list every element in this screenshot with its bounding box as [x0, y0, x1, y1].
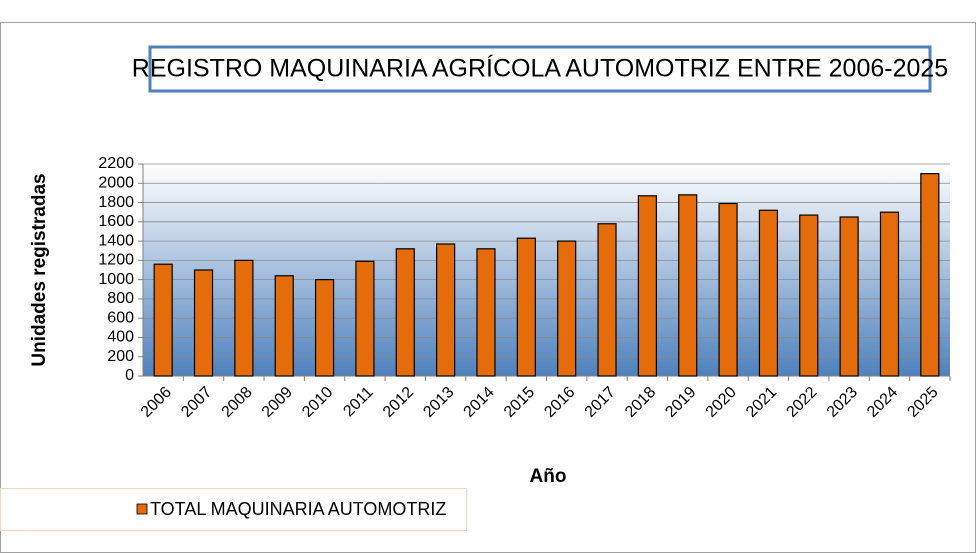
x-tick-label: 2016	[541, 384, 578, 421]
y-tick-label: 400	[107, 329, 134, 346]
bar	[718, 202, 738, 377]
x-tick-label: 2018	[622, 384, 659, 421]
y-tick-label: 0	[125, 367, 134, 384]
x-tick-label: 2008	[218, 384, 255, 421]
bar	[314, 279, 335, 377]
x-tick-label: 2021	[743, 384, 780, 421]
bar	[758, 209, 779, 377]
x-tick-label: 2012	[380, 384, 417, 421]
bar	[476, 248, 496, 377]
y-axis-title: Unidades registradas	[29, 173, 50, 366]
x-tick-label: 2020	[703, 384, 740, 421]
y-tick-label: 1800	[98, 194, 134, 211]
x-tick-label: 2013	[420, 384, 457, 421]
bar	[274, 275, 294, 377]
plot-area	[143, 164, 950, 376]
y-tick-label: 2200	[98, 155, 134, 172]
bar	[597, 223, 617, 377]
legend-box	[0, 488, 467, 531]
x-tick-label: 2011	[340, 384, 376, 420]
legend-swatch	[136, 503, 148, 515]
bar	[516, 237, 536, 377]
bar	[879, 211, 900, 377]
x-tick-label: 2014	[461, 384, 498, 421]
x-tick-label: 2024	[864, 384, 901, 421]
bar	[920, 173, 940, 377]
x-tick-label: 2015	[501, 384, 538, 421]
y-tick-label: 2000	[98, 174, 134, 191]
x-axis-title: Año	[530, 466, 567, 487]
x-tick-label: 2023	[824, 384, 861, 421]
x-tick-label: 2019	[662, 384, 699, 421]
x-tick-label: 2009	[259, 384, 296, 421]
x-tick-label: 2017	[582, 384, 619, 421]
x-tick-label: 2010	[299, 384, 336, 421]
bar	[395, 248, 415, 377]
x-tick-label: 2025	[904, 384, 941, 421]
y-tick-label: 1600	[98, 213, 134, 230]
y-tick-label: 1000	[98, 271, 134, 288]
bar	[193, 269, 214, 377]
chart-title: REGISTRO MAQUINARIA AGRÍCOLA AUTOMOTRIZ …	[132, 54, 948, 83]
title-box	[148, 45, 932, 93]
y-tick-label: 200	[107, 348, 134, 365]
legend-label: TOTAL MAQUINARIA AUTOMOTRIZ	[150, 499, 446, 519]
x-tick-label: 2007	[178, 384, 215, 421]
bar	[637, 195, 657, 377]
y-tick-label: 800	[107, 290, 134, 307]
bar	[436, 243, 456, 377]
bar	[234, 259, 254, 377]
bar	[839, 216, 859, 377]
bar	[153, 263, 173, 377]
bar	[678, 194, 698, 377]
y-tick-label: 1400	[98, 232, 134, 249]
x-tick-label: 2006	[138, 384, 175, 421]
x-tick-label: 2022	[783, 384, 820, 421]
bar	[355, 260, 375, 377]
y-tick-label: 1200	[98, 252, 134, 269]
y-tick-label: 600	[107, 309, 134, 326]
bar	[557, 240, 577, 377]
bar	[799, 214, 819, 377]
